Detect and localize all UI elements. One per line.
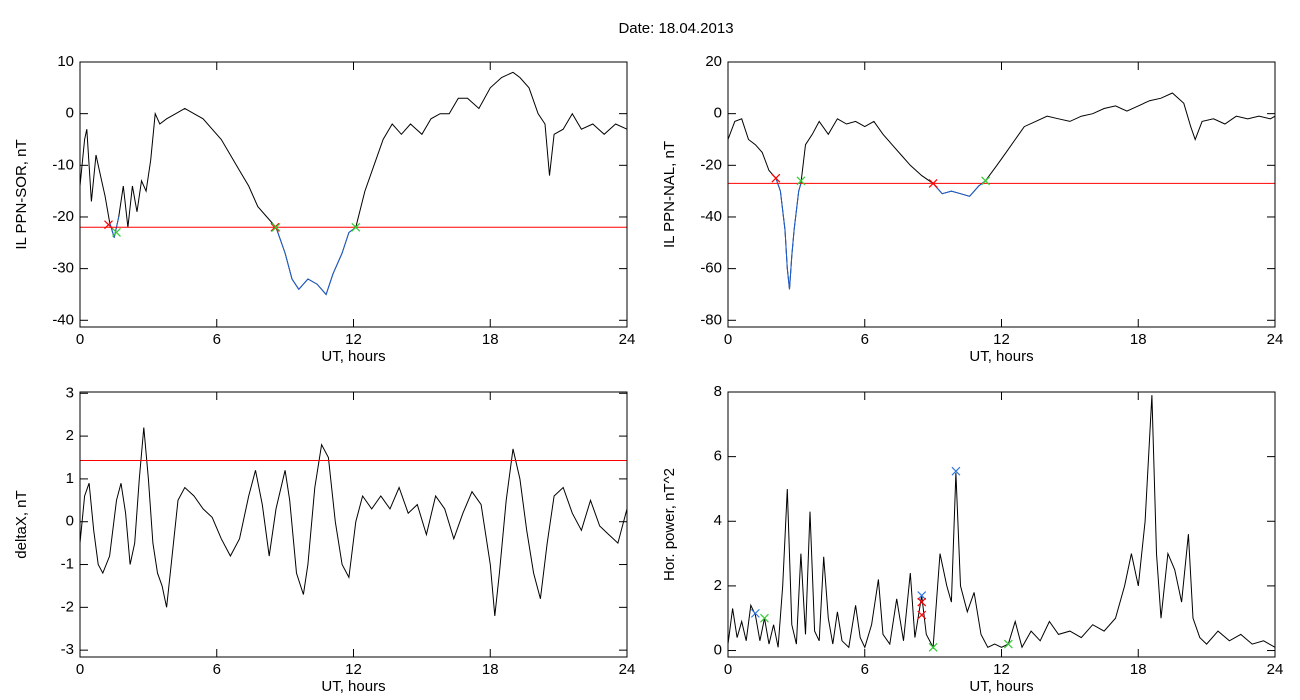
x-tick-label: 6 xyxy=(213,331,221,348)
y-tick-label: 10 xyxy=(57,53,74,70)
marker xyxy=(760,613,769,623)
marker xyxy=(917,597,927,607)
y-tick-label: -1 xyxy=(61,555,74,572)
y-tick-label: -20 xyxy=(700,156,722,173)
y-axis-label: IL PPN-SOR, nT xyxy=(13,139,30,249)
y-tick-label: 1 xyxy=(66,470,74,487)
marker xyxy=(1003,639,1013,649)
x-axis-label: UT, hours xyxy=(969,678,1033,695)
x-axis-label: UT, hours xyxy=(321,348,385,365)
y-tick-label: 2 xyxy=(66,427,74,444)
x-tick-label: 6 xyxy=(861,661,869,678)
x-tick-label: 12 xyxy=(993,331,1010,348)
x-tick-label: 0 xyxy=(724,331,732,348)
marker xyxy=(104,220,113,230)
marker xyxy=(928,178,938,188)
y-tick-label: 0 xyxy=(66,105,74,122)
y-tick-label: 0 xyxy=(714,105,722,122)
plot-frame xyxy=(79,61,628,328)
y-tick-label: -40 xyxy=(52,311,74,328)
x-tick-label: 0 xyxy=(76,331,84,348)
y-tick-label: 6 xyxy=(714,448,722,465)
x-tick-label: 24 xyxy=(619,331,636,348)
y-tick-label: -20 xyxy=(52,208,74,225)
x-tick-label: 12 xyxy=(993,661,1010,678)
y-tick-label: -10 xyxy=(52,156,74,173)
marker xyxy=(771,173,781,183)
y-tick-label: -30 xyxy=(52,260,74,277)
plot-frame xyxy=(727,391,1276,658)
marker xyxy=(917,591,927,601)
plot-frame xyxy=(79,391,628,658)
x-tick-label: 12 xyxy=(345,661,362,678)
x-axis-label: UT, hours xyxy=(969,348,1033,365)
x-tick-label: 18 xyxy=(1130,331,1147,348)
x-tick-label: 24 xyxy=(619,661,636,678)
marker xyxy=(951,466,961,476)
y-tick-label: -40 xyxy=(700,208,722,225)
y-axis-label: Hor. power, nT^2 xyxy=(661,468,678,581)
y-axis-label: IL PPN-NAL, nT xyxy=(661,141,678,248)
x-tick-label: 12 xyxy=(345,331,362,348)
y-tick-label: 8 xyxy=(714,383,722,400)
data-line xyxy=(727,92,1276,290)
y-tick-label: 0 xyxy=(714,642,722,659)
marker xyxy=(981,176,990,186)
y-tick-label: -3 xyxy=(61,641,74,658)
marker xyxy=(270,222,280,232)
x-tick-label: 18 xyxy=(1130,661,1147,678)
marker xyxy=(271,222,281,232)
figure-title: Date: 18.04.2013 xyxy=(618,20,733,37)
y-axis-label: deltaX, nT xyxy=(13,490,30,558)
x-tick-label: 24 xyxy=(1267,661,1284,678)
x-tick-label: 6 xyxy=(213,661,221,678)
x-tick-label: 6 xyxy=(861,331,869,348)
data-line xyxy=(109,216,357,296)
marker xyxy=(917,610,927,620)
x-tick-label: 24 xyxy=(1267,331,1284,348)
x-tick-label: 18 xyxy=(482,661,499,678)
marker xyxy=(928,642,938,652)
y-tick-label: -2 xyxy=(61,598,74,615)
data-line xyxy=(727,395,1276,650)
marker xyxy=(750,608,760,618)
marker xyxy=(351,222,361,232)
y-tick-label: 0 xyxy=(66,513,74,530)
marker xyxy=(112,228,121,237)
marker xyxy=(796,176,806,186)
y-tick-label: -60 xyxy=(700,260,722,277)
y-tick-label: 4 xyxy=(714,512,722,529)
x-tick-label: 0 xyxy=(724,661,732,678)
x-tick-label: 18 xyxy=(482,331,499,348)
y-tick-label: 3 xyxy=(66,384,74,401)
data-line xyxy=(79,71,628,296)
y-tick-label: 2 xyxy=(714,577,722,594)
y-tick-label: 20 xyxy=(705,53,722,70)
y-tick-label: -80 xyxy=(700,311,722,328)
data-line xyxy=(79,427,628,616)
x-tick-label: 0 xyxy=(76,661,84,678)
x-axis-label: UT, hours xyxy=(321,678,385,695)
plot-frame xyxy=(727,61,1276,328)
data-line xyxy=(775,178,986,290)
